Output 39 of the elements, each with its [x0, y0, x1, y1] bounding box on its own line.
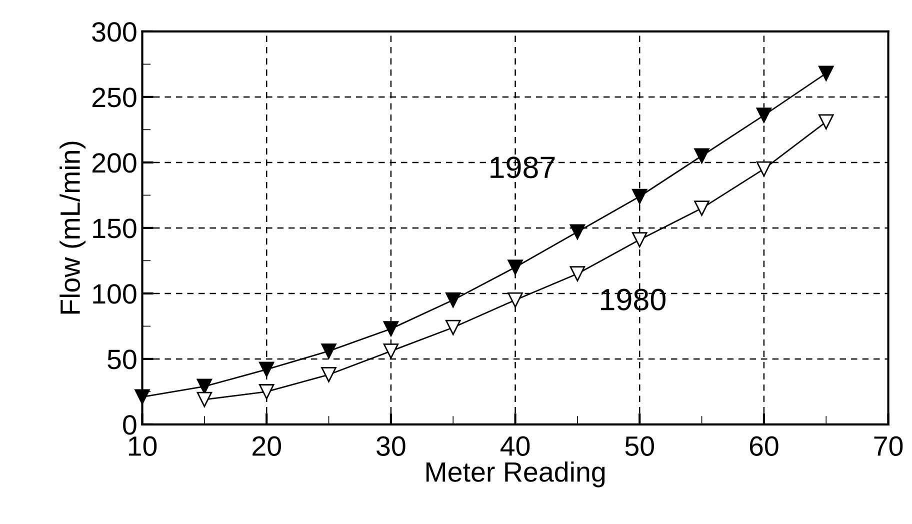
y-axis-title: Flow (mL/min) — [60, 142, 86, 314]
point — [383, 321, 399, 336]
point — [321, 367, 336, 382]
x-tick-label: 20 — [252, 436, 281, 456]
point — [570, 224, 586, 240]
point — [508, 292, 523, 308]
point — [756, 161, 772, 177]
point — [570, 266, 586, 282]
y-tick-label: 250 — [92, 88, 136, 108]
point — [632, 188, 648, 204]
point — [383, 343, 399, 359]
x-tick-label: 50 — [625, 436, 654, 456]
point — [196, 392, 212, 408]
point — [445, 320, 461, 336]
point — [756, 108, 772, 123]
point — [632, 232, 648, 248]
point — [258, 384, 274, 400]
point — [508, 260, 523, 275]
y-tick-label: 300 — [92, 22, 136, 42]
y-tick-label: 0 — [123, 415, 136, 435]
y-tick-label: 150 — [93, 218, 136, 238]
point — [818, 114, 834, 130]
series-label: 1987 — [490, 156, 555, 178]
x-tick-label: 10 — [128, 436, 157, 456]
point — [445, 292, 461, 308]
point — [694, 200, 710, 216]
x-tick-label: 30 — [376, 436, 406, 456]
point — [694, 148, 710, 164]
x-tick-label: 60 — [750, 436, 778, 456]
point — [818, 66, 834, 81]
y-tick-label: 50 — [108, 350, 136, 370]
series-label: 1980 — [601, 288, 666, 310]
y-tick-label: 100 — [93, 284, 136, 304]
point — [321, 343, 336, 359]
point — [258, 362, 274, 378]
x-tick-label: 40 — [500, 436, 530, 456]
x-tick-label: 70 — [874, 436, 903, 456]
y-tick-label: 200 — [92, 153, 136, 173]
x-axis-title: Meter Reading — [426, 461, 605, 488]
